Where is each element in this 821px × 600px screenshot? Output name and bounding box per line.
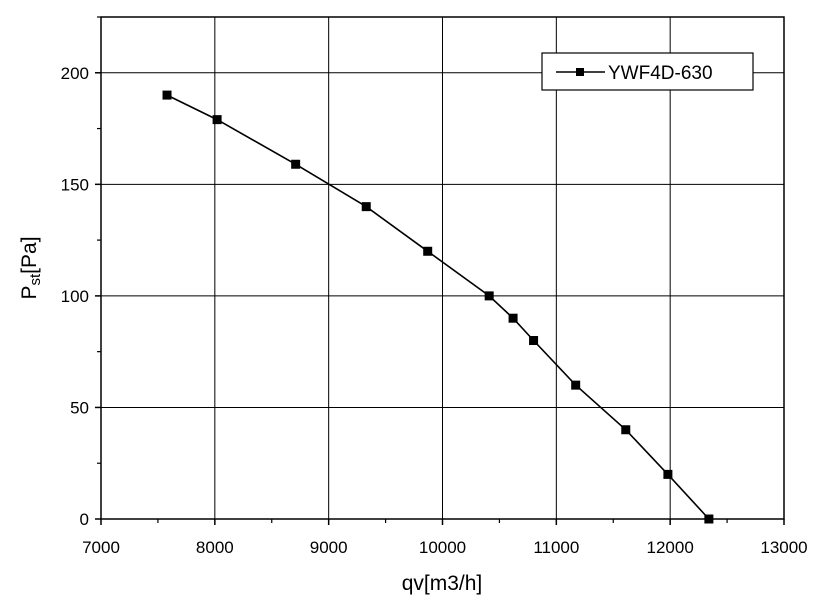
y-axis-title-main: P [18, 286, 41, 300]
y-tick-label: 50 [70, 398, 89, 417]
data-point-marker [423, 246, 433, 256]
x-tick-label: 12000 [647, 538, 694, 557]
legend-marker [576, 68, 584, 76]
x-tick-label: 7000 [82, 538, 120, 557]
data-point-marker [621, 425, 631, 435]
x-tick-label: 9000 [310, 538, 348, 557]
legend: YWF4D-630 [541, 52, 754, 91]
y-tick-label: 200 [61, 64, 89, 83]
data-point-marker [571, 380, 581, 390]
data-point-marker [529, 336, 539, 346]
data-point-marker [291, 159, 301, 169]
y-tick-label: 150 [61, 175, 89, 194]
x-axis-title: qv[m3/h] [402, 572, 483, 595]
data-point-marker [361, 202, 371, 212]
y-tick-label: 0 [80, 510, 89, 529]
data-point-marker [484, 291, 494, 301]
y-axis-title-subscript: st [27, 273, 44, 286]
y-axis-title-unit: [Pa] [18, 236, 41, 273]
x-tick-label: 8000 [196, 538, 234, 557]
y-axis-title: Pst[Pa] [18, 236, 44, 299]
data-point-marker [162, 90, 172, 100]
tick-labels: 7000 8000 9000 10000 11000 12000 13000 0 50 100 15… [61, 64, 808, 557]
data-point-marker [508, 313, 518, 323]
data-point-marker [212, 115, 222, 125]
series-layer [162, 90, 714, 524]
series-line [166, 94, 710, 520]
data-point-marker [663, 469, 673, 479]
legend-label: YWF4D-630 [608, 63, 713, 84]
x-tick-label: 10000 [419, 538, 466, 557]
x-tick-label: 13000 [760, 538, 807, 557]
plot-frame [100, 16, 785, 520]
y-tick-label: 100 [61, 287, 89, 306]
data-point-marker [704, 514, 714, 524]
x-tick-label: 11000 [533, 538, 579, 557]
